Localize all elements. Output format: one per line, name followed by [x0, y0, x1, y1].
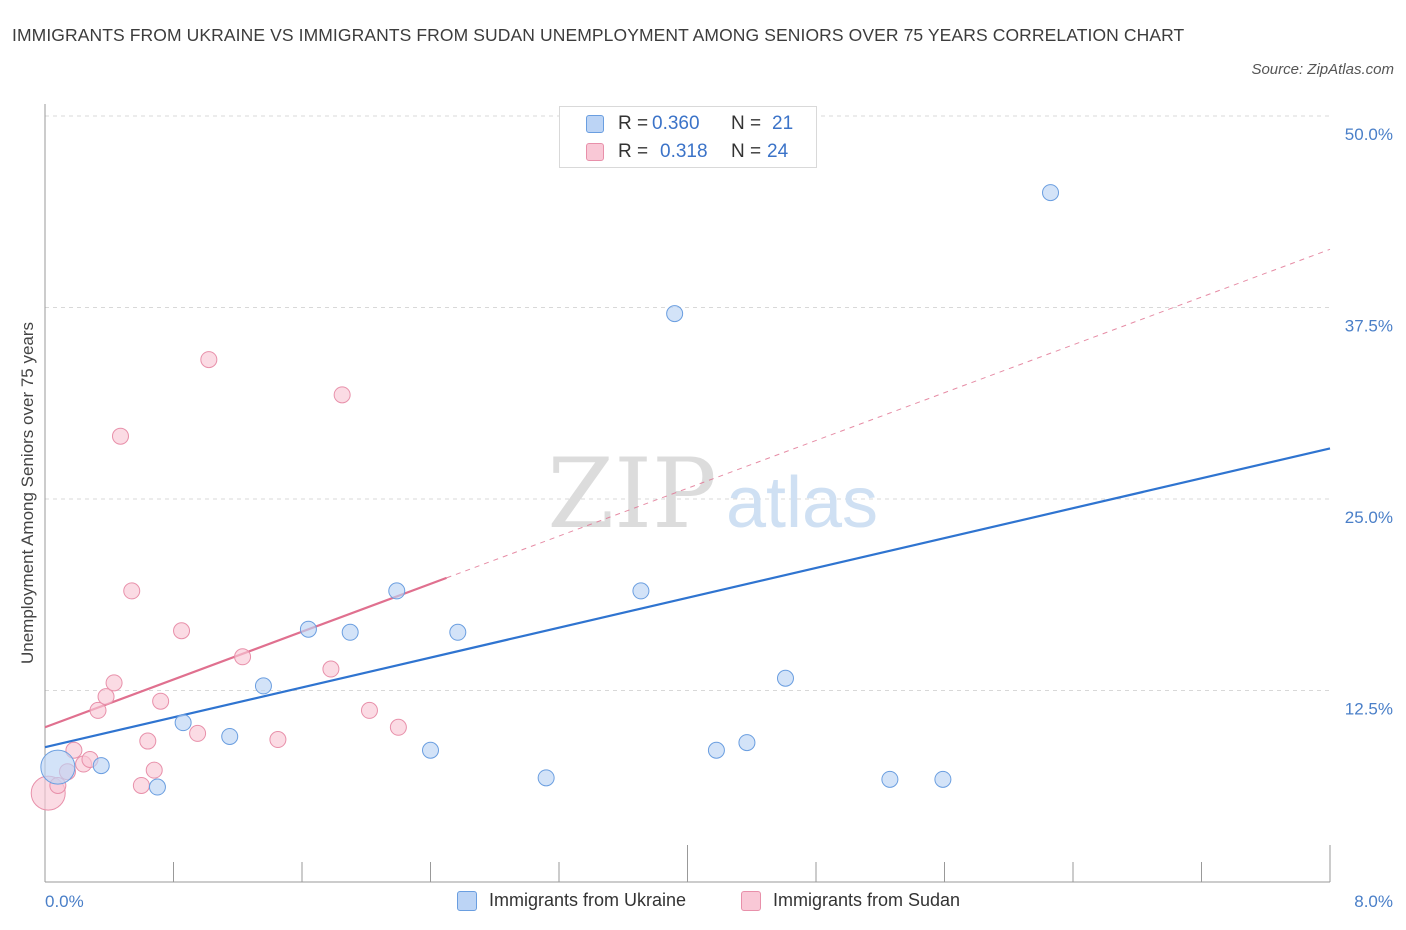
grid-lines	[45, 115, 1330, 691]
sudan-r-label: R =	[618, 141, 649, 162]
watermark-zip: ZIP	[547, 438, 716, 550]
bottom-sudan-swatch	[741, 891, 761, 911]
ukraine-point	[738, 734, 756, 752]
sudan-point	[145, 761, 163, 779]
sudan-point	[152, 692, 170, 710]
watermark: ZIP atlas	[547, 438, 878, 550]
sudan-trend-extension	[446, 248, 1331, 579]
sudan-point	[189, 724, 207, 742]
y-axis-label: Unemployment Among Seniors over 75 years	[18, 322, 37, 664]
x-tick-labels: 0.0% 8.0%	[45, 892, 1393, 911]
ukraine-point	[221, 727, 239, 745]
ukraine-point	[92, 757, 110, 775]
sudan-n-label: N =	[731, 141, 762, 162]
ukraine-point	[299, 620, 317, 638]
ukraine-r-value: 0.360	[652, 113, 700, 134]
ukraine-point	[776, 669, 794, 687]
sudan-r-value: 0.318	[660, 141, 708, 162]
sudan-point	[200, 351, 218, 369]
ukraine-point	[341, 623, 359, 641]
chart-title: IMMIGRANTS FROM UKRAINE VS IMMIGRANTS FR…	[12, 25, 1185, 45]
y-tick-labels: 12.5% 25.0% 37.5% 50.0%	[1345, 125, 1393, 719]
ukraine-point	[707, 741, 725, 759]
watermark-atlas: atlas	[726, 463, 878, 543]
ukraine-point	[388, 582, 406, 600]
sudan-point	[65, 741, 83, 759]
ukraine-n-label: N =	[731, 113, 762, 134]
sudan-point	[389, 718, 407, 736]
ukraine-point	[934, 770, 952, 788]
axes	[44, 104, 1331, 883]
sudan-point	[89, 701, 107, 719]
ukraine-point	[881, 770, 899, 788]
sudan-point	[360, 701, 378, 719]
ukraine-point	[40, 749, 76, 785]
x-tick-label: 0.0%	[45, 892, 84, 911]
ukraine-point	[632, 582, 650, 600]
ukraine-point	[148, 778, 166, 796]
ukraine-point	[449, 623, 467, 641]
bottom-ukraine-swatch	[457, 891, 477, 911]
ukraine-trend-line	[44, 447, 1331, 749]
x-tick-label: 8.0%	[1354, 892, 1393, 911]
ukraine-point	[1042, 184, 1060, 202]
ukraine-point	[174, 714, 192, 732]
sudan-n-value: 24	[767, 141, 789, 162]
sudan-point	[132, 776, 150, 794]
sudan-point	[105, 674, 123, 692]
ukraine-point	[537, 769, 555, 787]
sudan-point	[173, 622, 191, 640]
ukraine-n-value: 21	[772, 113, 794, 134]
ukraine-point	[666, 305, 684, 323]
sudan-swatch	[586, 143, 604, 161]
sudan-point	[269, 731, 287, 749]
ukraine-point	[254, 677, 272, 695]
y-tick-label: 50.0%	[1345, 125, 1393, 144]
bottom-ukraine-label: Immigrants from Ukraine	[489, 890, 687, 910]
sudan-point	[333, 386, 351, 404]
ukraine-swatch	[586, 115, 604, 133]
sudan-point	[123, 582, 141, 600]
sudan-point	[139, 732, 157, 750]
ukraine-point	[422, 741, 439, 759]
sudan-point	[322, 660, 340, 678]
y-tick-label: 37.5%	[1345, 317, 1393, 336]
y-tick-label: 25.0%	[1345, 508, 1393, 527]
source-label: Source: ZipAtlas.com	[1251, 61, 1394, 78]
bottom-sudan-label: Immigrants from Sudan	[773, 890, 961, 910]
data-points	[30, 148, 1060, 811]
correlation-legend: R = 0.360 N = 21 R = 0.318 N = 24	[559, 106, 817, 168]
sudan-point	[234, 648, 252, 666]
y-tick-label: 12.5%	[1345, 700, 1393, 719]
sudan-point	[111, 427, 129, 445]
sudan-point	[97, 688, 115, 706]
ukraine-r-label: R =	[618, 113, 649, 134]
